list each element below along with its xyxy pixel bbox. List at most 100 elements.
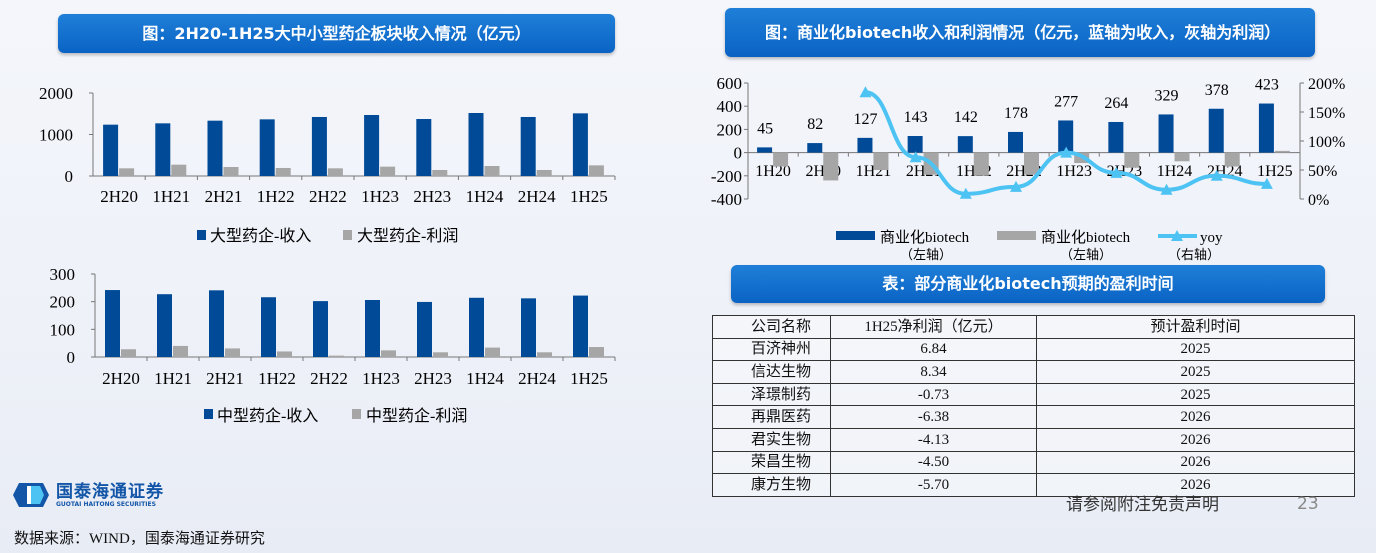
- hexagon-logo-icon: [13, 483, 49, 507]
- disclaimer-link[interactable]: 请参阅附注免责声明: [1066, 495, 1219, 515]
- revenue-bar: [1158, 114, 1174, 153]
- profit: 8.34: [830, 360, 1037, 384]
- x-tick-label: 1H25: [570, 187, 608, 206]
- x-tick-label: 1H21: [154, 369, 192, 388]
- legend-label: 大型药企-利润: [357, 227, 458, 245]
- x-tick-label: 1H24: [1157, 163, 1193, 180]
- company: 康方生物: [712, 473, 831, 497]
- yoy-marker: [1260, 177, 1273, 189]
- y-tick-label: -400: [711, 190, 742, 209]
- table-row: 康方生物 -5.70 2026: [712, 473, 1355, 497]
- y-tick-label: 200: [50, 293, 76, 312]
- y2-tick-label: 150%: [1308, 105, 1345, 122]
- bar-data-label: 329: [1155, 87, 1179, 104]
- table-row: 百济神州 6.84 2025: [712, 337, 1355, 362]
- revenue-bar: [907, 136, 923, 153]
- revenue-bar: [259, 119, 275, 176]
- bar-data-label: 178: [1004, 105, 1028, 122]
- x-tick-label: 2H23: [413, 187, 451, 206]
- legend-swatch-profit: [352, 409, 361, 419]
- company: 百济神州: [712, 337, 831, 362]
- revenue-bar: [573, 295, 588, 357]
- profit-bar: [225, 348, 240, 357]
- legend-label: 商业化biotech: [880, 229, 970, 246]
- profit: -4.13: [830, 427, 1037, 452]
- profit: -6.38: [830, 405, 1037, 429]
- year: 2026: [1036, 405, 1355, 429]
- revenue-bar: [364, 114, 380, 176]
- table-title: 表：部分商业化biotech预期的盈利时间: [731, 265, 1325, 303]
- legend-swatch-revenue: [204, 409, 213, 419]
- legend-axis-note: （左轴）: [1060, 247, 1112, 262]
- revenue-bar: [105, 290, 120, 357]
- revenue-bar: [1208, 108, 1224, 153]
- profit-bar: [823, 152, 839, 181]
- y-tick-label: 0: [65, 167, 74, 186]
- page-number: 23: [1297, 494, 1319, 514]
- legend-axis-note: （右轴）: [1168, 247, 1220, 262]
- year: 2026: [1036, 450, 1355, 475]
- x-tick-label: 1H21: [152, 187, 190, 206]
- profit-bar: [873, 152, 889, 170]
- y2-tick-label: 50%: [1308, 163, 1337, 180]
- year: 2026: [1036, 473, 1355, 497]
- legend-axis-note: （左轴）: [900, 247, 952, 262]
- logo-text-en: GUOTAI HAITONG SECURITIES: [56, 500, 156, 508]
- table-row: 再鼎医药 -6.38 2026: [712, 405, 1355, 429]
- x-tick-label: 2H24: [518, 369, 556, 388]
- x-tick-label: 1H23: [361, 187, 399, 206]
- table-row: 君实生物 -4.13 2026: [712, 427, 1355, 452]
- yoy-marker: [1110, 166, 1123, 178]
- y-tick-label: 2000: [39, 84, 73, 103]
- profit-bar: [536, 169, 552, 176]
- legend-swatch-profit: [343, 230, 352, 240]
- revenue-bar: [469, 297, 484, 357]
- profit-bar: [381, 350, 396, 357]
- legend-label: 商业化biotech: [1041, 229, 1131, 246]
- profit-bar: [485, 347, 500, 357]
- legend-label: 中型药企-利润: [366, 407, 467, 425]
- data-source: 数据来源：WIND，国泰海通证券研究: [14, 531, 265, 547]
- y-tick-label: 200: [717, 120, 743, 139]
- profit-bar: [773, 152, 789, 167]
- y-tick-label: 0: [67, 348, 76, 367]
- year: 2025: [1036, 337, 1355, 362]
- revenue-bar: [261, 297, 276, 357]
- x-tick-label: 2H22: [309, 187, 347, 206]
- x-tick-label: 1H24: [466, 369, 504, 388]
- yoy-marker: [1160, 183, 1173, 195]
- logo-text-cn: 国泰海通证券: [56, 481, 164, 502]
- legend-yoy-marker: [1171, 230, 1183, 241]
- x-tick-label: 2H20: [100, 187, 138, 206]
- legend-label: 中型药企-收入: [217, 407, 318, 425]
- y-tick-label: 300: [50, 265, 76, 284]
- profit-bar: [380, 166, 396, 176]
- x-tick-label: 2H21: [205, 187, 243, 206]
- profit-bar: [327, 168, 343, 176]
- revenue-bar: [155, 123, 171, 176]
- revenue-bar: [209, 290, 224, 357]
- year: 2025: [1036, 360, 1355, 384]
- profit-bar: [1274, 150, 1290, 153]
- yoy-marker: [859, 86, 872, 98]
- company: 信达生物: [712, 360, 831, 384]
- profit-bar: [1224, 152, 1240, 167]
- profit-bar: [484, 165, 500, 176]
- revenue-bar: [103, 124, 119, 176]
- bar-data-label: 82: [807, 116, 823, 133]
- revenue-bar: [417, 301, 432, 357]
- company: 君实生物: [712, 427, 831, 452]
- company: 再鼎医药: [712, 405, 831, 429]
- y-tick-label: 400: [717, 97, 743, 116]
- x-tick-label: 1H25: [570, 369, 608, 388]
- revenue-bar: [1108, 121, 1124, 153]
- y-tick-label: 0: [734, 144, 743, 163]
- y2-tick-label: 100%: [1308, 134, 1345, 151]
- bar-data-label: 142: [954, 109, 978, 126]
- y-tick-label: 600: [717, 74, 743, 93]
- x-tick-label: 1H22: [258, 369, 296, 388]
- left-chart-title: 图：2H20-1H25大中小型药企板块收入情况（亿元）: [58, 14, 615, 53]
- x-tick-label: 2H20: [102, 369, 140, 388]
- year: 2025: [1036, 382, 1355, 407]
